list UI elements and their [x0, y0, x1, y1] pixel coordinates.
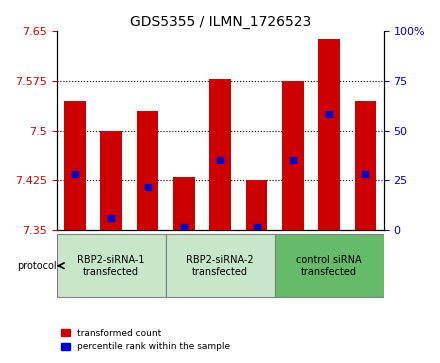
Text: RBP2-siRNA-1
transfected: RBP2-siRNA-1 transfected [77, 255, 145, 277]
Bar [282, 81, 304, 230]
Bar [173, 177, 195, 230]
Text: RBP2-siRNA-2
transfected: RBP2-siRNA-2 transfected [187, 255, 254, 277]
Title: GDS5355 / ILMN_1726523: GDS5355 / ILMN_1726523 [129, 15, 311, 29]
Bar [64, 101, 86, 230]
Bar [137, 111, 158, 230]
FancyBboxPatch shape [166, 234, 275, 297]
Bar [318, 39, 340, 230]
FancyBboxPatch shape [275, 234, 384, 297]
Bar [209, 79, 231, 230]
FancyBboxPatch shape [57, 234, 166, 297]
Legend: transformed count, percentile rank within the sample: transformed count, percentile rank withi… [57, 325, 234, 355]
Bar [355, 101, 376, 230]
Text: protocol: protocol [17, 261, 57, 271]
Bar [246, 180, 268, 230]
Bar [100, 131, 122, 230]
Text: control siRNA
transfected: control siRNA transfected [297, 255, 362, 277]
